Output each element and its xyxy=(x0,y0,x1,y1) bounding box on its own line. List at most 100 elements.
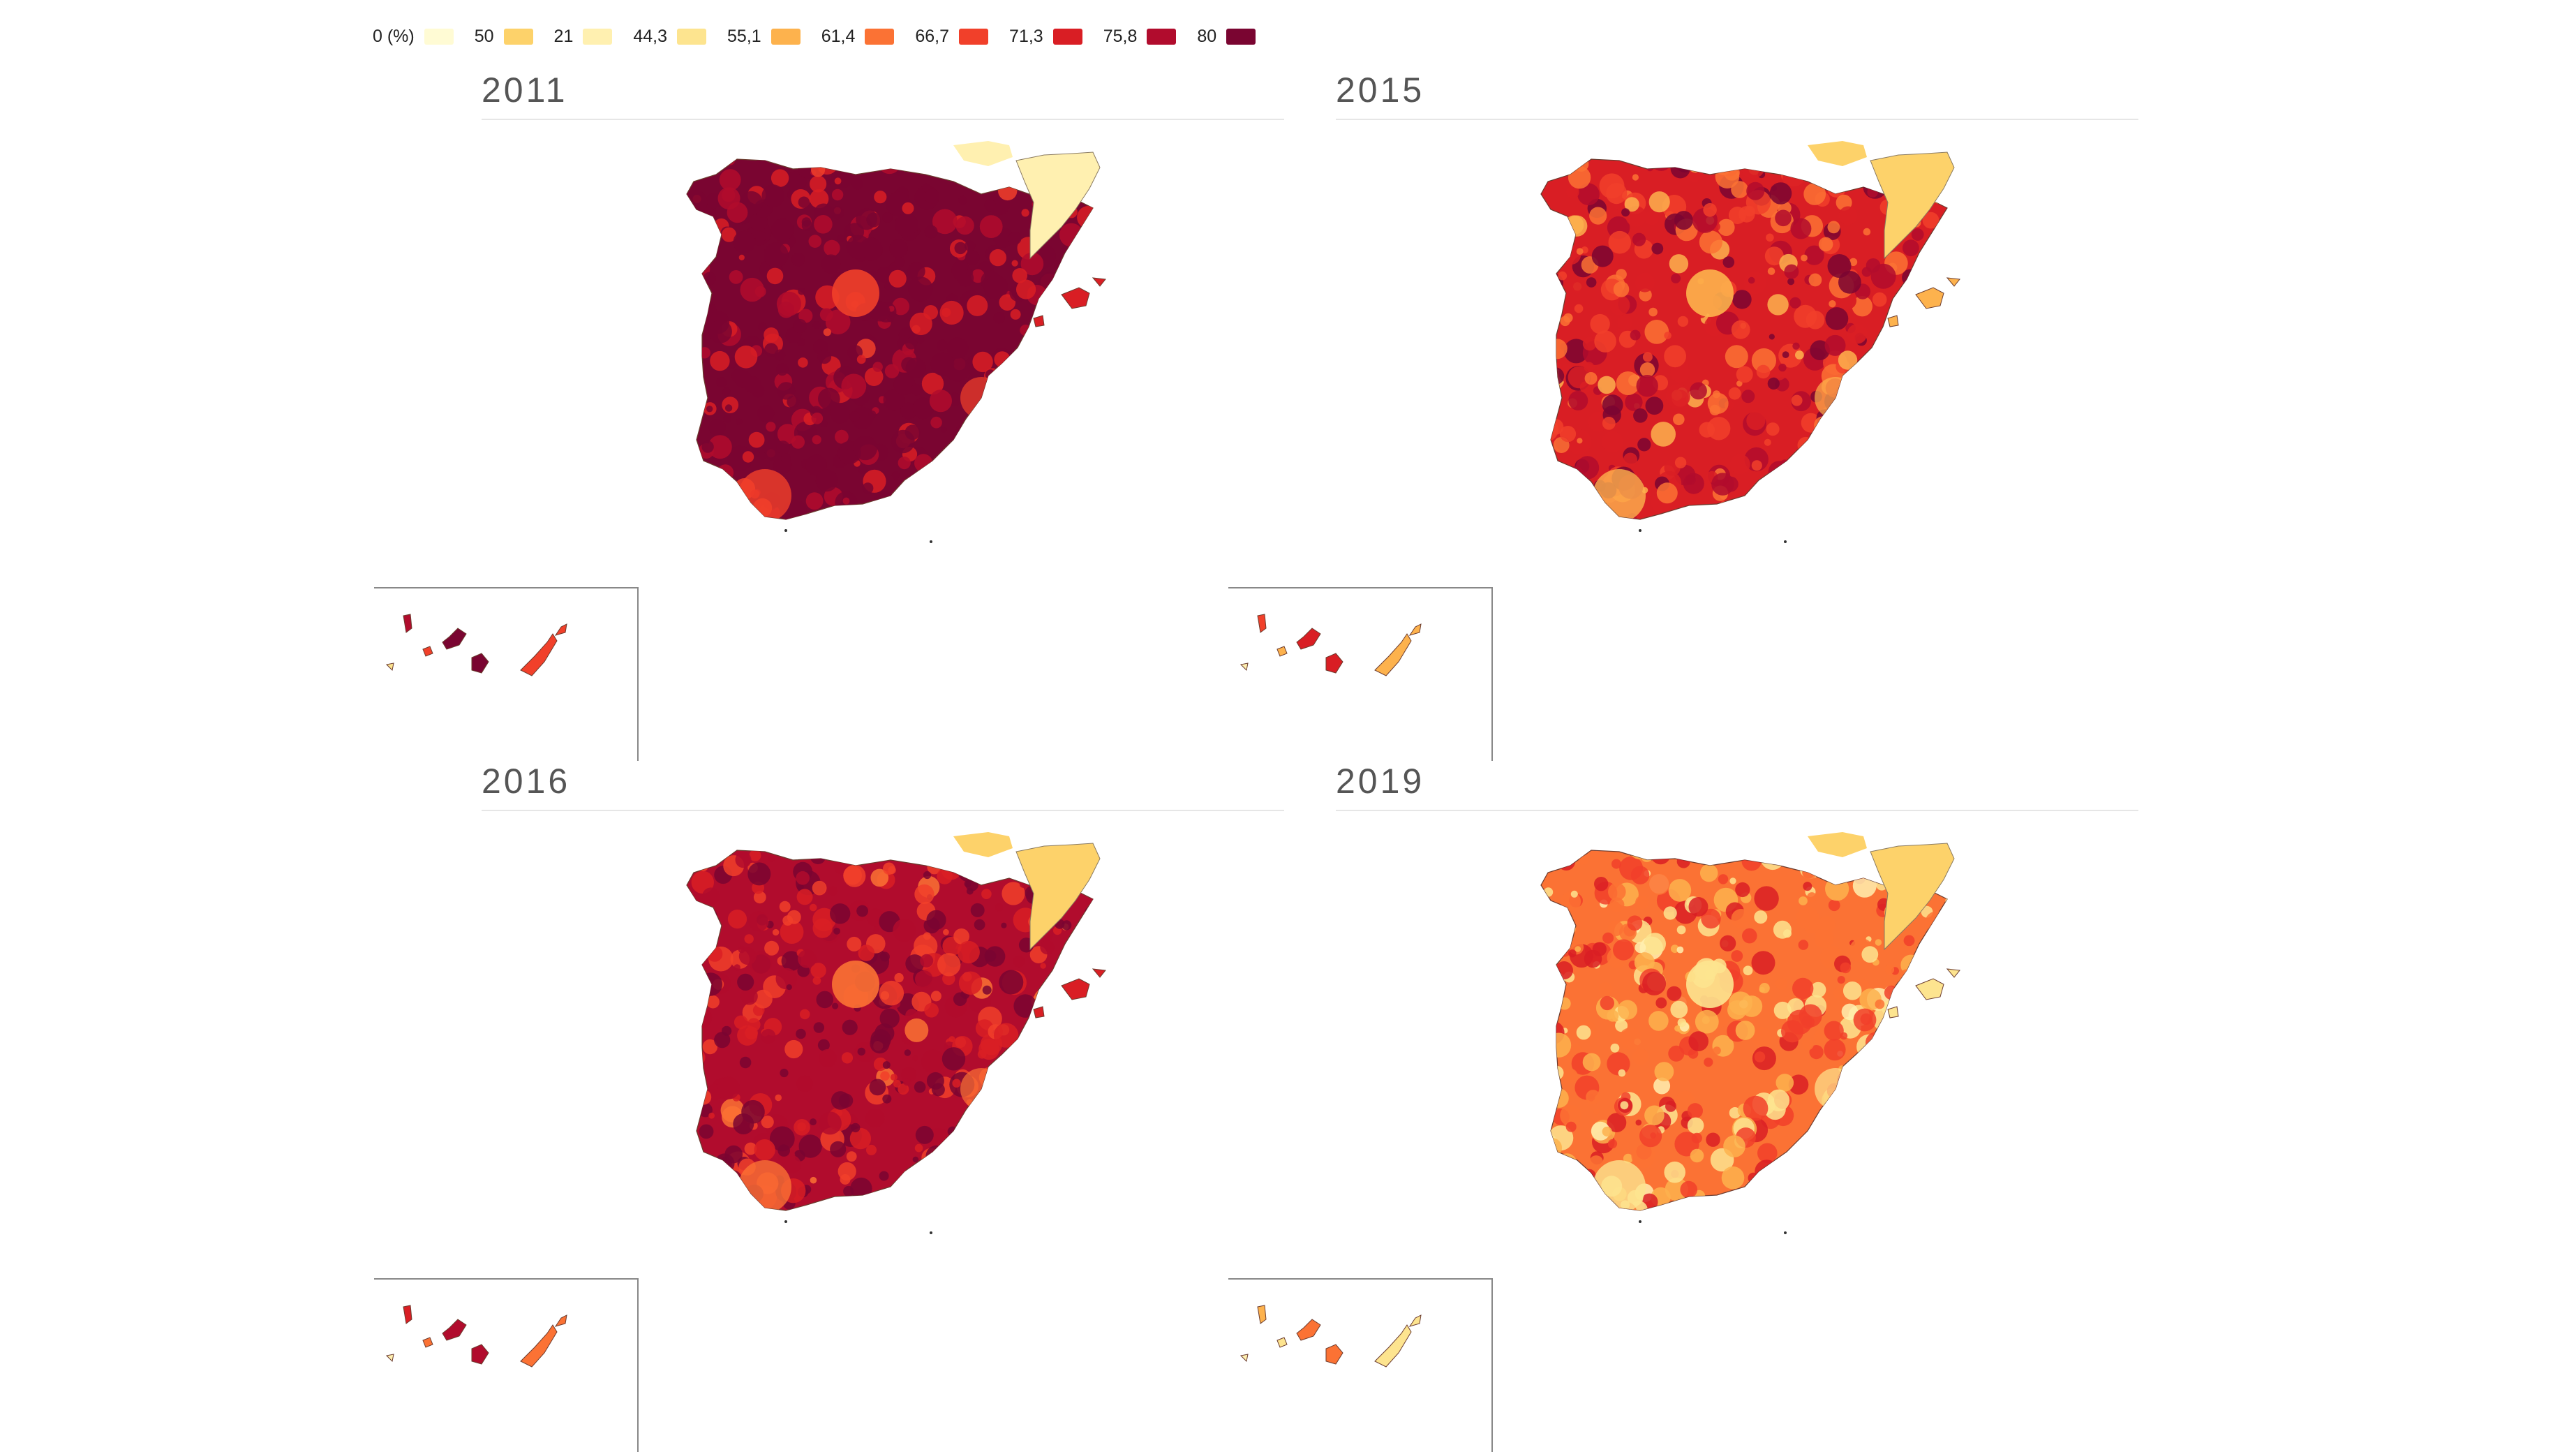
canary-island xyxy=(1276,1337,1288,1348)
map-panel-2015: 2015 xyxy=(1228,70,2138,761)
balearic-island xyxy=(1887,315,1899,327)
legend-swatch xyxy=(770,28,801,45)
panel-title: 2019 xyxy=(1336,762,1425,801)
choropleth-map xyxy=(374,832,1106,1452)
canary-island xyxy=(1296,628,1321,650)
panel-title: 2016 xyxy=(482,762,571,801)
balearic-island xyxy=(1915,978,1944,1000)
legend-swatch xyxy=(1052,28,1082,45)
melilla-dot xyxy=(930,540,932,543)
north-band-region xyxy=(953,832,1013,857)
legend-item: 66,7 xyxy=(915,26,989,47)
legend-item: 80 xyxy=(1197,27,1256,47)
ceuta-dot xyxy=(1639,529,1641,532)
canary-inset-frame xyxy=(1228,1278,1493,1452)
legend-item: 21 xyxy=(554,27,613,47)
ceuta-dot xyxy=(784,1220,787,1223)
canary-island xyxy=(422,1337,433,1348)
north-band-region xyxy=(953,141,1013,166)
color-legend: 0 (%) 50 21 44,3 55,1 61,4 66,7 71,3 75,… xyxy=(373,21,1276,52)
legend-swatch xyxy=(865,28,895,45)
legend-item: 71,3 xyxy=(1009,27,1082,47)
title-divider xyxy=(482,810,1284,811)
canary-inset-frame xyxy=(1228,587,1493,761)
legend-label: 50 xyxy=(474,26,494,46)
title-divider xyxy=(482,119,1284,120)
map-panel-2016: 2016 xyxy=(374,761,1284,1452)
legend-label: 80 xyxy=(1197,26,1217,46)
canary-island xyxy=(1257,1305,1267,1324)
canary-island xyxy=(403,614,412,633)
choropleth-map xyxy=(1228,141,1960,761)
canary-island xyxy=(520,633,558,676)
north-band-region xyxy=(1808,141,1867,166)
balearic-island xyxy=(1061,287,1090,309)
canary-island xyxy=(1239,1354,1249,1363)
canary-island xyxy=(1239,662,1249,672)
legend-item: 44,3 xyxy=(633,26,707,47)
balearic-island xyxy=(1092,277,1106,287)
legend-label: 71,3 xyxy=(1009,26,1043,46)
melilla-dot xyxy=(1784,540,1787,543)
melilla-dot xyxy=(930,1231,932,1234)
legend-label: 61,4 xyxy=(821,26,856,46)
legend-label: 75,8 xyxy=(1103,26,1138,46)
canary-island xyxy=(1257,614,1267,633)
legend-item: 55,1 xyxy=(727,27,801,47)
canary-island xyxy=(1276,646,1288,657)
legend-item: 75,8 xyxy=(1103,27,1177,47)
canary-island xyxy=(1408,623,1422,636)
northeast-region xyxy=(1870,843,1955,951)
canary-island xyxy=(554,623,567,636)
legend-swatch xyxy=(503,28,533,45)
balearic-island xyxy=(1061,978,1090,1000)
canary-island xyxy=(442,628,467,650)
legend-swatch xyxy=(1147,28,1177,45)
canary-island xyxy=(422,646,433,657)
legend-item: 61,4 xyxy=(821,27,895,47)
legend-label: 44,3 xyxy=(633,26,668,46)
map-panel-2019: 2019 xyxy=(1228,761,2138,1452)
balearic-island xyxy=(1887,1006,1899,1018)
melilla-dot xyxy=(1784,1231,1787,1234)
canary-island xyxy=(403,1305,412,1324)
legend-swatch xyxy=(583,28,613,45)
north-band-region xyxy=(1808,832,1867,857)
legend-swatch xyxy=(1226,28,1256,45)
canary-island xyxy=(1374,1324,1412,1368)
legend-label: 21 xyxy=(553,26,574,46)
northeast-region xyxy=(1015,843,1101,951)
balearic-island xyxy=(1946,277,1960,287)
legend-label: 55,1 xyxy=(727,26,761,46)
choropleth-map xyxy=(374,141,1106,761)
canary-island xyxy=(1374,633,1412,676)
canary-island xyxy=(520,1324,558,1368)
legend-label: 66,7 xyxy=(915,26,950,46)
panel-title: 2011 xyxy=(482,71,568,110)
canary-island xyxy=(471,1344,489,1365)
northeast-region xyxy=(1870,151,1955,260)
balearic-island xyxy=(1946,968,1960,978)
balearic-island xyxy=(1092,968,1106,978)
ceuta-dot xyxy=(1639,1220,1641,1223)
legend-label: 0 (%) xyxy=(373,26,415,46)
map-panel-2011: 2011 xyxy=(374,70,1284,761)
balearic-island xyxy=(1033,1006,1045,1018)
legend-item: 50 xyxy=(475,27,533,47)
canary-island xyxy=(1325,653,1343,674)
title-divider xyxy=(1336,810,2138,811)
balearic-island xyxy=(1033,315,1045,327)
legend-swatch xyxy=(959,28,989,45)
northeast-region xyxy=(1015,151,1101,260)
canary-island xyxy=(1408,1314,1422,1327)
canary-island xyxy=(471,653,489,674)
balearic-island xyxy=(1915,287,1944,309)
canary-island xyxy=(1296,1319,1321,1341)
title-divider xyxy=(1336,119,2138,120)
legend-swatch xyxy=(677,28,707,45)
canary-island xyxy=(385,1354,394,1363)
ceuta-dot xyxy=(784,529,787,532)
legend-item: 0 (%) xyxy=(373,27,454,47)
canary-island xyxy=(442,1319,467,1341)
choropleth-map xyxy=(1228,832,1960,1452)
